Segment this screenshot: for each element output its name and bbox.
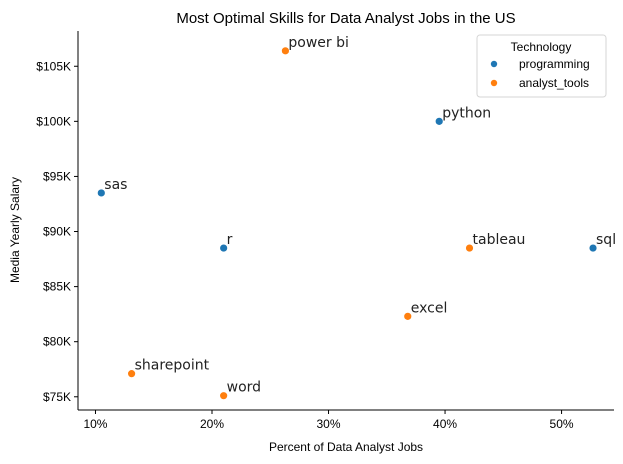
legend-marker bbox=[490, 60, 498, 68]
legend: Technology programming analyst_tools bbox=[476, 34, 607, 98]
legend-frame bbox=[476, 34, 607, 98]
point-r bbox=[219, 243, 229, 253]
x-tick-label: 50% bbox=[550, 417, 574, 431]
y-axis-ticks: $75K $80K $85K $90K $95K $100K $105K bbox=[36, 59, 78, 404]
data-points: sql python r sas power bi tableau excel sharepo… bbox=[96, 35, 616, 401]
chart-title: Most Optimal Skills for Data Analyst Job… bbox=[176, 10, 515, 27]
legend-entry-label: programming bbox=[519, 57, 590, 71]
point-label: excel bbox=[411, 300, 448, 316]
y-tick-label: $95K bbox=[43, 169, 71, 183]
point-power-bi bbox=[281, 46, 290, 56]
point-label: power bi bbox=[288, 35, 349, 51]
y-tick-label: $80K bbox=[43, 335, 71, 349]
point-tableau bbox=[465, 243, 474, 253]
point-excel bbox=[403, 311, 413, 321]
y-tick-label: $105K bbox=[36, 59, 71, 73]
y-tick-label: $100K bbox=[36, 114, 71, 128]
point-word bbox=[219, 391, 229, 401]
point-label: sas bbox=[104, 177, 127, 193]
point-python bbox=[434, 116, 444, 126]
point-sql bbox=[588, 243, 598, 253]
y-tick-label: $85K bbox=[43, 280, 71, 294]
point-sas bbox=[96, 188, 106, 198]
point-label: sharepoint bbox=[135, 358, 210, 374]
legend-entry-label: analyst_tools bbox=[519, 76, 589, 90]
x-tick-label: 40% bbox=[433, 417, 457, 431]
point-label: r bbox=[227, 232, 233, 248]
point-label: word bbox=[227, 380, 261, 396]
point-label: python bbox=[442, 105, 491, 121]
y-tick-label: $75K bbox=[43, 390, 71, 404]
x-tick-label: 20% bbox=[200, 417, 224, 431]
point-sharepoint bbox=[127, 369, 137, 379]
legend-marker bbox=[490, 79, 498, 87]
y-tick-label: $90K bbox=[43, 225, 71, 239]
x-tick-label: 30% bbox=[317, 417, 341, 431]
point-label: tableau bbox=[473, 232, 526, 248]
point-label: sql bbox=[596, 232, 616, 248]
x-axis-ticks: 10% 20% 30% 40% 50% bbox=[83, 410, 574, 431]
legend-title: Technology bbox=[511, 40, 572, 54]
x-tick-label: 10% bbox=[83, 417, 107, 431]
x-axis-label: Percent of Data Analyst Jobs bbox=[269, 440, 423, 454]
y-axis-label: Media Yearly Salary bbox=[8, 177, 22, 283]
